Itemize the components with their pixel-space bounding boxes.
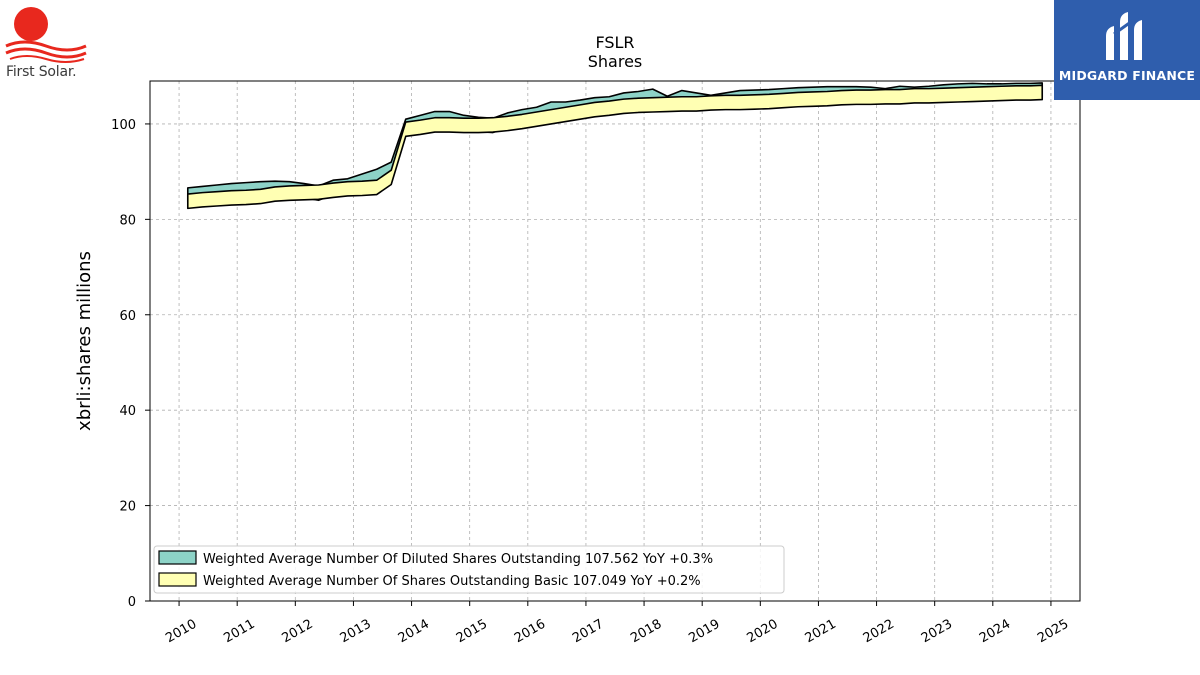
x-tick-label: 2020: [744, 617, 780, 647]
y-axis-label: xbrli:shares millions: [74, 251, 95, 431]
first-solar-logo: [4, 4, 94, 84]
series-band-basic: [186, 84, 1044, 210]
x-tick-label: 2011: [221, 617, 257, 647]
y-tick-label: 80: [119, 213, 136, 228]
y-tick-label: 60: [119, 309, 136, 324]
x-tick-label: 2022: [861, 617, 897, 647]
x-tick-label: 2024: [977, 617, 1013, 647]
legend-label-basic: Weighted Average Number Of Shares Outsta…: [203, 574, 701, 589]
series-areas: [186, 82, 1044, 210]
y-tick-label: 100: [111, 118, 136, 133]
plot-frame: [149, 80, 1081, 602]
midgard-emblem-icon: [1106, 12, 1143, 60]
x-tick-label: 2019: [686, 617, 722, 647]
x-tick-label: 2021: [803, 617, 839, 647]
x-tick-label: 2025: [1035, 617, 1071, 647]
chart-title: FSLR: [595, 33, 634, 52]
x-tick-label: 2017: [570, 617, 606, 647]
midgard-finance-wordmark: MIDGARD FINANCE: [1058, 68, 1196, 83]
y-tick-label: 20: [119, 500, 136, 515]
x-tick-label: 2015: [454, 617, 490, 647]
y-tick-label: 40: [119, 404, 136, 419]
x-tick-label: 2010: [163, 617, 199, 647]
legend-label-diluted: Weighted Average Number Of Diluted Share…: [203, 552, 713, 567]
legend: Weighted Average Number Of Diluted Share…: [153, 545, 785, 594]
x-tick-label: 2023: [919, 617, 955, 647]
x-tick-label: 2012: [279, 617, 315, 647]
y-tick-label: 0: [128, 595, 136, 610]
legend-swatch-basic: [158, 572, 197, 587]
first-solar-wordmark: First Solar.: [6, 64, 77, 80]
chart-subtitle: Shares: [588, 52, 643, 71]
legend-swatch-diluted: [158, 550, 197, 565]
grid-lines: [150, 81, 1080, 602]
x-tick-label: 2016: [512, 617, 548, 647]
legend-box: [153, 545, 785, 594]
x-tick-label: 2014: [396, 617, 432, 647]
x-tick-label: 2018: [628, 617, 664, 647]
midgard-finance-logo: MIDGARD FINANCE: [1054, 0, 1200, 100]
sun-icon: [5, 7, 87, 63]
x-tick-label: 2013: [338, 617, 374, 647]
